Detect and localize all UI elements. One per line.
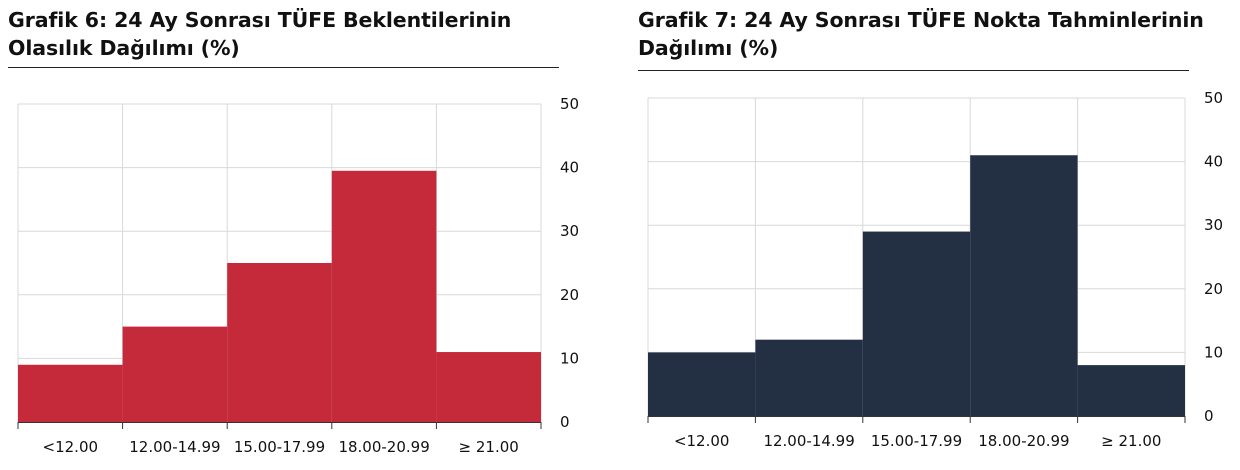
histogram-chart: <12.00 12.00-14.99 15.00-17.99 18.00-20.99 ≥… — [647, 89, 1223, 450]
bar — [331, 170, 437, 422]
bar — [970, 155, 1078, 417]
x-tick-label: ≥ 21.00 — [1101, 432, 1161, 450]
chart-panel-grafik-7: Grafik 7: 24 Ay Sonrası TÜFE Nokta Tahmi… — [630, 0, 1240, 470]
y-tick-label: 20 — [560, 286, 579, 304]
chart-title: Grafik 6: 24 Ay Sonrası TÜFE Beklentiler… — [8, 6, 511, 62]
title-rule — [8, 67, 559, 68]
chart-title-line-2: Olasılık Dağılımı (%) — [8, 36, 240, 60]
x-tick-label: ≥ 21.00 — [459, 438, 519, 456]
chart-title-line-2: Dağılımı (%) — [638, 36, 779, 60]
y-tick-label: 40 — [1204, 153, 1223, 171]
x-tick-label: <12.00 — [43, 438, 99, 456]
y-tick-label: 30 — [560, 222, 579, 240]
x-tick-label: 15.00-17.99 — [871, 432, 962, 450]
bar — [648, 352, 756, 416]
bars — [648, 155, 1185, 417]
x-tick-label: 18.00-20.99 — [978, 432, 1069, 450]
x-tick-label: 12.00-14.99 — [129, 438, 220, 456]
y-tick-label: 50 — [1204, 89, 1223, 107]
bars — [18, 170, 541, 422]
y-tick-label: 10 — [1204, 343, 1223, 361]
chart-title-line-1: Grafik 7: 24 Ay Sonrası TÜFE Nokta Tahmi… — [638, 8, 1204, 32]
y-tick-label: 20 — [1204, 280, 1223, 298]
x-tick-label: <12.00 — [674, 432, 730, 450]
bar — [1077, 365, 1185, 416]
y-tick-label: 0 — [1204, 407, 1214, 425]
y-tick-label: 50 — [560, 95, 579, 113]
x-tick-label: 18.00-20.99 — [338, 438, 429, 456]
bar — [18, 364, 123, 422]
y-tick-label: 10 — [560, 349, 579, 367]
histogram-chart: <12.00 12.00-14.99 15.00-17.99 18.00-20.99 ≥… — [17, 95, 579, 456]
chart-title-line-1: Grafik 6: 24 Ay Sonrası TÜFE Beklentiler… — [8, 8, 512, 32]
x-tick-label: 15.00-17.99 — [234, 438, 325, 456]
bar — [122, 326, 228, 422]
title-rule — [638, 70, 1189, 71]
chart-title: Grafik 7: 24 Ay Sonrası TÜFE Nokta Tahmi… — [638, 6, 1204, 62]
bar — [862, 231, 971, 416]
bar — [755, 339, 863, 416]
bar — [227, 263, 332, 422]
x-tick-label: 12.00-14.99 — [763, 432, 854, 450]
bar — [436, 352, 541, 422]
y-tick-label: 0 — [560, 413, 570, 431]
y-tick-label: 30 — [1204, 216, 1223, 234]
chart-panel-grafik-6: Grafik 6: 24 Ay Sonrası TÜFE Beklentiler… — [8, 6, 579, 456]
y-tick-label: 40 — [560, 159, 579, 177]
